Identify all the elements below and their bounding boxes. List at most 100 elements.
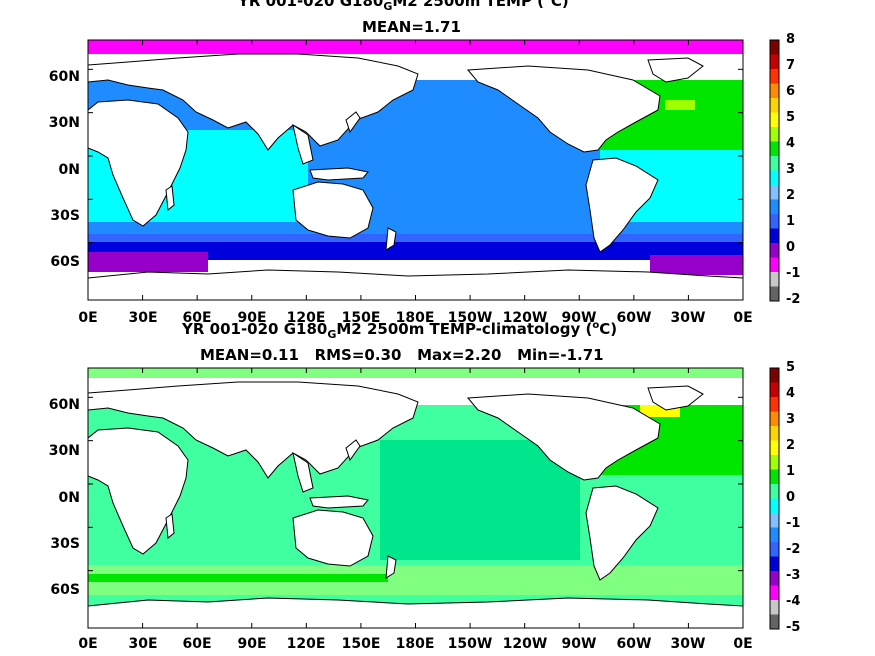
p1-cbar-label: 7 xyxy=(786,58,796,73)
p2-cbar-label: 4 xyxy=(786,386,796,401)
panel1-map xyxy=(88,40,743,300)
p1-xlab-2: 60E xyxy=(182,310,212,326)
p1-colorbar-swatch xyxy=(770,257,779,273)
p1-xlab-0: 0E xyxy=(78,310,98,326)
p1-colorbar-swatch xyxy=(770,228,779,244)
p1-cbar-label: 8 xyxy=(786,32,796,47)
p1-colorbar-swatch xyxy=(770,199,779,215)
p2-cbar-label: -2 xyxy=(786,542,801,557)
p2-cbar-label: 2 xyxy=(786,438,796,453)
p1-cbar-label: 4 xyxy=(786,136,796,151)
p1-colorbar-swatch xyxy=(770,185,779,200)
p2-colorbar-swatch xyxy=(770,368,779,383)
p2-colorbar-swatch xyxy=(770,527,779,543)
p1-xlab-5: 150E xyxy=(341,310,381,326)
p1-field-north-atlantic-warm xyxy=(665,100,695,110)
p2-colorbar-swatch xyxy=(770,585,779,601)
p2-ylab-0n: 0N xyxy=(58,490,80,506)
p1-colorbar-swatch xyxy=(770,127,779,142)
p1-ylab-30n: 30N xyxy=(48,115,80,131)
p1-colorbar-swatch xyxy=(770,98,779,113)
p2-colorbar-swatch xyxy=(770,411,779,427)
p1-ylab-60n: 60N xyxy=(48,69,80,85)
p2-xlab-12: 0E xyxy=(733,636,753,652)
p2-colorbar-swatch xyxy=(770,484,779,499)
p2-xlab-3: 90E xyxy=(237,636,267,652)
p1-colorbar-frame xyxy=(769,39,780,302)
p2-xlab-9: 90W xyxy=(561,636,597,652)
panel2-title: YR 001-020 G180GM2 2500m TEMP-climatolog… xyxy=(182,320,618,341)
p1-xlab-3: 90E xyxy=(237,310,267,326)
p1-cbar-label: 3 xyxy=(786,162,796,177)
p2-ylab-60n: 60N xyxy=(48,397,80,413)
p2-colorbar-swatch xyxy=(770,498,779,514)
p2-colorbar-swatch xyxy=(770,397,779,412)
p1-xlab-12: 0E xyxy=(733,310,753,326)
p1-xlab-7: 150W xyxy=(447,310,493,326)
p1-xlab-9: 90W xyxy=(561,310,597,326)
p1-cbar-label: -1 xyxy=(786,266,801,281)
p2-xlab-8: 120W xyxy=(502,636,548,652)
p2-cbar-label: 5 xyxy=(786,360,796,375)
p1-colorbar-swatch xyxy=(770,156,779,171)
panel1-colorbar xyxy=(769,39,780,302)
p2-colorbar-swatch xyxy=(770,571,779,586)
p2-cbar-label: 1 xyxy=(786,464,796,479)
p1-cbar-label: 1 xyxy=(786,214,796,229)
p1-field-ross xyxy=(650,255,743,275)
p2-colorbar-swatch xyxy=(770,614,779,630)
p1-field-southern-3 xyxy=(88,242,743,260)
p1-colorbar-swatch xyxy=(770,112,779,128)
panel2-colorbar xyxy=(769,367,780,630)
p2-xlab-1: 30E xyxy=(128,636,158,652)
p1-colorbar-swatch xyxy=(770,69,779,84)
p1-colorbar-swatch xyxy=(770,170,779,186)
p1-colorbar-swatch xyxy=(770,83,779,99)
p1-field-southern-1 xyxy=(88,222,743,234)
panel1-stats: MEAN=1.71 xyxy=(362,18,461,36)
p2-xlab-11: 30W xyxy=(670,636,706,652)
p1-colorbar-swatch xyxy=(770,286,779,302)
panel2-stats: MEAN=0.11 RMS=0.30 Max=2.20 Min=-1.71 xyxy=(200,346,604,364)
p1-colorbar-swatch xyxy=(770,141,779,157)
p2-cbar-label: -3 xyxy=(786,568,801,583)
p1-ylab-60s: 60S xyxy=(50,254,80,270)
p2-field-southern-band xyxy=(88,574,388,582)
p1-cbar-label: -2 xyxy=(786,292,801,307)
p2-colorbar-swatch xyxy=(770,469,779,485)
p2-colorbar-swatch xyxy=(770,440,779,456)
p2-colorbar-swatch xyxy=(770,382,779,398)
p1-cbar-label: 5 xyxy=(786,110,796,125)
p2-xlab-6: 180E xyxy=(395,636,435,652)
p2-cbar-label: 3 xyxy=(786,412,796,427)
p1-colorbar-swatch xyxy=(770,54,779,70)
p1-cbar-label: 0 xyxy=(786,240,796,255)
p2-cbar-label: -1 xyxy=(786,516,801,531)
p2-colorbar-swatch xyxy=(770,426,779,441)
p1-ylab-30s: 30S xyxy=(50,208,80,224)
p1-cbar-label: 6 xyxy=(786,84,796,99)
p2-xlab-4: 120E xyxy=(286,636,326,652)
p2-ylab-30s: 30S xyxy=(50,536,80,552)
p1-xlab-11: 30W xyxy=(670,310,706,326)
p2-cbar-label: -4 xyxy=(786,594,801,609)
p1-field-southern-2 xyxy=(88,234,743,242)
p1-colorbar-swatch xyxy=(770,214,779,229)
p1-colorbar-swatch xyxy=(770,243,779,258)
p1-xlab-4: 120E xyxy=(286,310,326,326)
p2-colorbar-swatch xyxy=(770,542,779,557)
p1-field-weddell xyxy=(88,252,208,272)
panel1-title: YR 001-020 G180GM2 2500m TEMP (oC) xyxy=(238,0,569,13)
p2-colorbar-frame xyxy=(769,367,780,630)
p2-colorbar-swatch xyxy=(770,513,779,528)
p1-xlab-8: 120W xyxy=(502,310,548,326)
p2-field-east-pacific xyxy=(380,440,580,560)
p2-cbar-label: -5 xyxy=(786,620,801,635)
p1-cbar-label: 2 xyxy=(786,188,796,203)
p2-ylab-30n: 30N xyxy=(48,443,80,459)
p1-xlab-6: 180E xyxy=(395,310,435,326)
p2-xlab-10: 60W xyxy=(616,636,652,652)
p2-ylab-60s: 60S xyxy=(50,582,80,598)
axis-ticks xyxy=(87,40,744,628)
